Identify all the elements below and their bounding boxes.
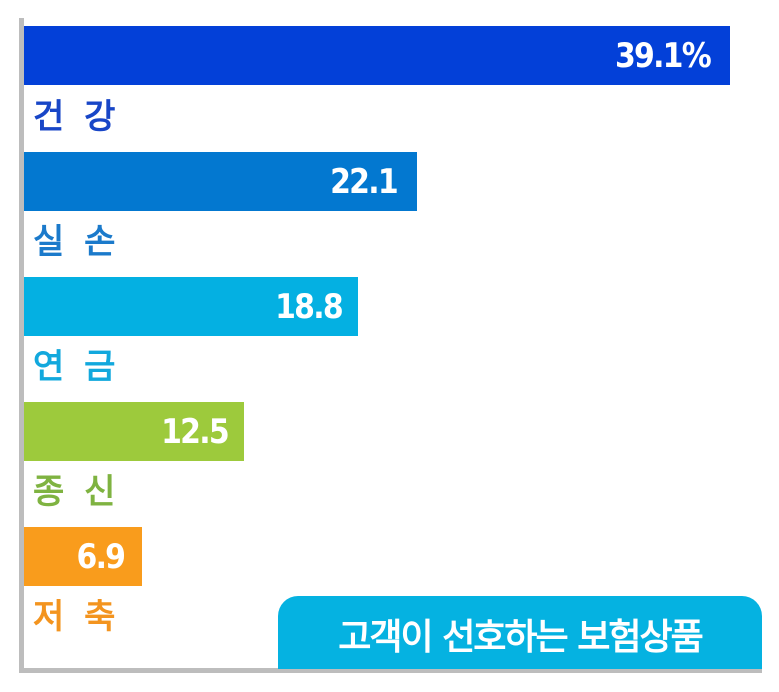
bar-value-label: 6.9 [76, 536, 125, 577]
category-label-health: 건 강 [33, 97, 120, 137]
bar-pension: 18.8 [24, 277, 358, 336]
category-label-indemnity: 실 손 [33, 222, 120, 262]
chart-title-badge: 고객이 선호하는 보험상품 [278, 596, 762, 669]
bar-value-label: 12.5 [161, 411, 230, 452]
bar-savings: 6.9 [24, 527, 142, 586]
chart-axis-bottom [19, 668, 762, 673]
category-label-pension: 연 금 [33, 347, 120, 387]
bar-value-label: 22.1 [330, 161, 399, 202]
chart-title: 고객이 선호하는 보험상품 [338, 616, 703, 658]
bar-indemnity: 22.1 [24, 152, 417, 211]
bar-value-label: 39.1% [614, 35, 712, 76]
chart-axis-left [19, 18, 24, 673]
bar-health: 39.1% [24, 26, 730, 85]
category-label-savings: 저 축 [33, 597, 120, 637]
category-label-whole-life: 종 신 [33, 472, 120, 512]
bar-value-label: 18.8 [275, 286, 344, 327]
bar-whole-life: 12.5 [24, 402, 244, 461]
